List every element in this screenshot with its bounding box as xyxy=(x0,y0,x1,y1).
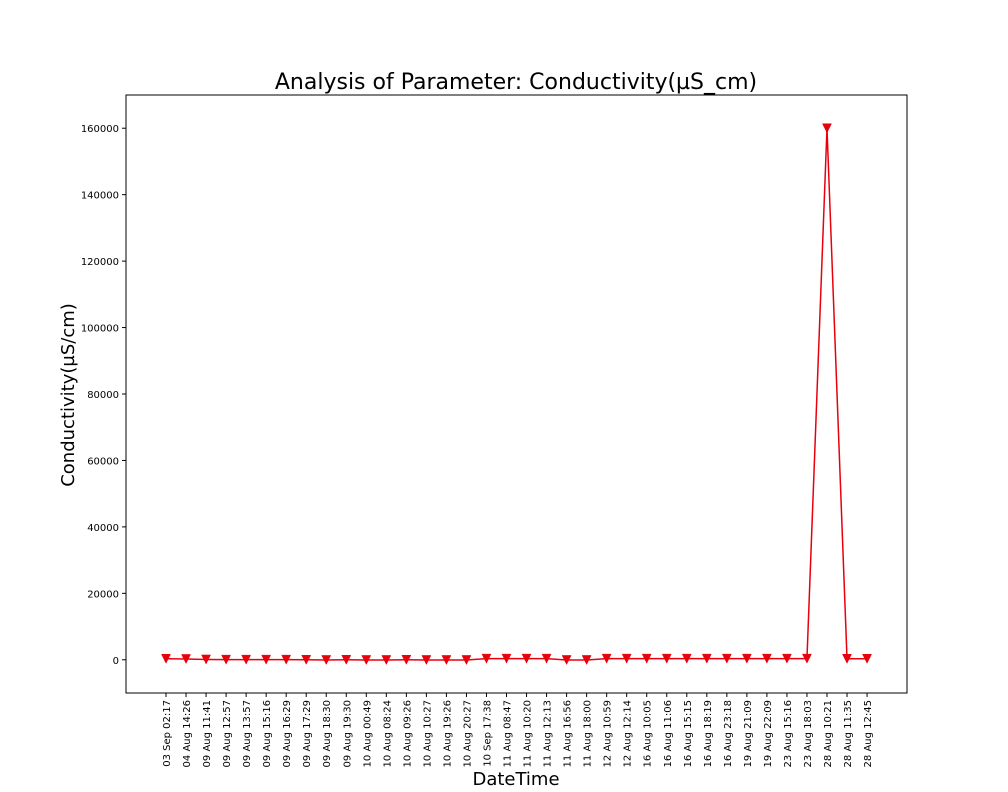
x-tick-label: 09 Aug 16:29 xyxy=(282,700,293,767)
data-point xyxy=(721,653,732,664)
data-point xyxy=(501,653,512,664)
data-point xyxy=(321,655,332,666)
data-point xyxy=(301,655,312,665)
data-point xyxy=(381,655,392,666)
y-tick-label: 80000 xyxy=(87,390,119,401)
plot-frame xyxy=(125,94,908,694)
x-tick-label: 11 Aug 18:00 xyxy=(583,700,594,767)
y-tick-label: 40000 xyxy=(87,523,119,534)
x-tick-label: 09 Aug 15:16 xyxy=(262,700,273,767)
data-point xyxy=(421,655,432,666)
data-point xyxy=(802,653,812,664)
x-tick-label: 19 Aug 21:09 xyxy=(743,700,754,767)
x-tick-label: 19 Aug 22:09 xyxy=(763,700,774,767)
data-point xyxy=(161,654,171,664)
y-tick-label: 60000 xyxy=(87,456,119,467)
x-tick-label: 23 Aug 18:03 xyxy=(803,700,814,767)
data-point xyxy=(581,655,592,666)
data-point xyxy=(601,653,612,664)
data-point xyxy=(701,653,712,664)
x-tick-label: 16 Aug 10:05 xyxy=(643,700,654,767)
x-tick-label: 11 Aug 12:13 xyxy=(543,700,554,767)
x-tick-label: 12 Aug 12:14 xyxy=(623,700,634,767)
data-point xyxy=(761,653,772,664)
data-point xyxy=(481,653,492,664)
x-tick-label: 09 Aug 11:41 xyxy=(202,700,213,767)
x-tick-label: 28 Aug 10:21 xyxy=(823,700,834,767)
plot-area: 0 20000 40000 60000 80000 100000 120000 140000 1… xyxy=(81,94,908,767)
x-tick-label: 03 Sep 02:17 xyxy=(162,700,173,767)
x-tick-label: 10 Sep 17:38 xyxy=(482,700,493,767)
x-tick-label: 09 Aug 18:30 xyxy=(322,700,333,767)
x-tick-label: 10 Aug 08:24 xyxy=(382,700,393,767)
data-point xyxy=(461,655,472,666)
x-tick-label: 28 Aug 11:35 xyxy=(843,700,854,767)
y-tick-label: 0 xyxy=(113,656,119,667)
data-point xyxy=(862,654,872,664)
x-tick-label: 10 Aug 09:26 xyxy=(402,700,413,767)
data-point xyxy=(341,655,352,665)
data-point xyxy=(741,653,752,664)
x-tick-label: 04 Aug 14:26 xyxy=(182,700,193,767)
data-point xyxy=(842,654,852,664)
data-point xyxy=(241,654,252,665)
data-point xyxy=(181,654,191,665)
x-tick-label: 09 Aug 12:57 xyxy=(222,700,233,767)
data-point xyxy=(541,653,552,664)
x-axis-label: DateTime xyxy=(472,769,559,790)
data-point xyxy=(261,654,272,665)
x-tick-label: 09 Aug 17:29 xyxy=(302,700,313,767)
y-tick-label: 20000 xyxy=(87,589,119,600)
x-tick-label: 10 Aug 19:26 xyxy=(442,700,453,767)
x-tick-label: 23 Aug 15:16 xyxy=(783,700,794,767)
data-point xyxy=(401,655,412,665)
series-line xyxy=(165,128,868,661)
x-tick-label: 16 Aug 23:18 xyxy=(723,700,734,767)
x-tick-label: 12 Aug 10:59 xyxy=(603,700,614,767)
x-tick-label: 16 Aug 11:06 xyxy=(663,700,674,767)
x-tick-label: 09 Aug 13:57 xyxy=(242,700,253,767)
x-tick-label: 11 Aug 16:56 xyxy=(563,700,574,767)
data-point xyxy=(521,653,532,664)
x-tick-label: 16 Aug 18:19 xyxy=(703,700,714,767)
data-point xyxy=(441,655,452,666)
data-point xyxy=(782,653,792,664)
data-point xyxy=(681,653,692,664)
x-tick-label: 28 Aug 12:45 xyxy=(863,700,874,767)
y-tick-label: 160000 xyxy=(81,124,119,135)
data-point xyxy=(361,655,372,666)
x-tick-label: 10 Aug 20:27 xyxy=(462,700,473,767)
data-point xyxy=(661,653,672,664)
data-point xyxy=(281,654,292,665)
data-point xyxy=(822,123,832,134)
data-point xyxy=(221,654,231,665)
x-tick-label: 09 Aug 19:30 xyxy=(342,700,353,767)
y-tick-label: 100000 xyxy=(81,324,119,335)
data-point xyxy=(561,655,572,666)
data-point xyxy=(621,653,632,664)
x-tick-label: 11 Aug 10:20 xyxy=(523,700,534,767)
x-tick-label: 11 Aug 08:47 xyxy=(503,700,514,767)
data-point xyxy=(641,653,652,664)
y-tick-label: 120000 xyxy=(81,257,119,268)
x-tick-label: 10 Aug 00:49 xyxy=(362,700,373,767)
y-tick-label: 140000 xyxy=(81,191,119,202)
data-point xyxy=(201,654,211,665)
x-tick-label: 10 Aug 10:27 xyxy=(422,700,433,767)
chart-title: Analysis of Parameter: Conductivity(µS_c… xyxy=(275,70,757,95)
y-axis-label: Conductivity(µS/cm) xyxy=(58,303,79,487)
x-tick-label: 16 Aug 15:15 xyxy=(683,700,694,767)
